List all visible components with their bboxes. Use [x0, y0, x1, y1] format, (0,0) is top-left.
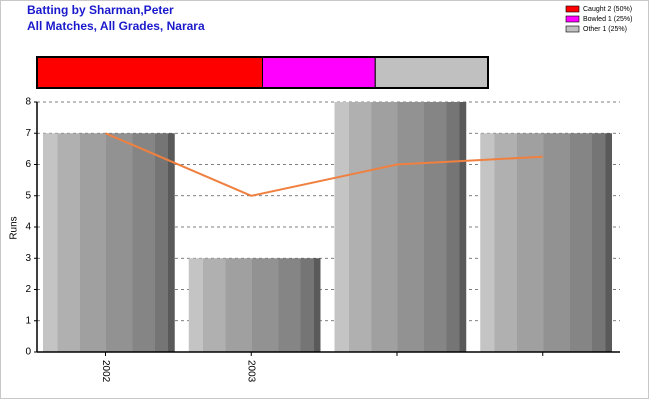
y-tick-label: 5 — [25, 190, 31, 201]
x-tick-label: 2002 — [100, 360, 111, 383]
bar — [43, 133, 175, 352]
proportion-segment — [36, 56, 263, 89]
proportion-segment — [374, 56, 489, 89]
legend-swatch — [565, 25, 580, 33]
y-tick-label: 8 — [25, 97, 31, 108]
legend-swatch — [565, 15, 580, 23]
legend-label: Bowled 1 (25%) — [583, 16, 632, 23]
proportion-frame — [36, 56, 489, 89]
y-tick-label: 0 — [25, 347, 31, 358]
y-tick-label: 7 — [25, 128, 31, 139]
x-tick-label: 2003 — [246, 360, 257, 383]
bar — [188, 258, 321, 352]
proportion-segment — [262, 56, 376, 89]
y-tick-label: 1 — [25, 315, 31, 326]
legend-label: Other 1 (25%) — [583, 26, 627, 33]
chart-title: Batting by Sharman,Peter — [27, 3, 174, 17]
y-tick-label: 6 — [25, 159, 31, 170]
legend-label: Caught 2 (50%) — [583, 6, 632, 13]
y-tick-label: 4 — [25, 222, 31, 233]
bar — [480, 133, 612, 352]
chart-subtitle: All Matches, All Grades, Narara — [27, 19, 205, 33]
y-tick-label: 3 — [25, 253, 31, 264]
y-tick-label: 2 — [25, 284, 31, 295]
legend-swatch — [565, 5, 580, 13]
bar — [334, 102, 467, 352]
y-axis-label: Runs — [9, 216, 20, 239]
line — [105, 132, 543, 197]
